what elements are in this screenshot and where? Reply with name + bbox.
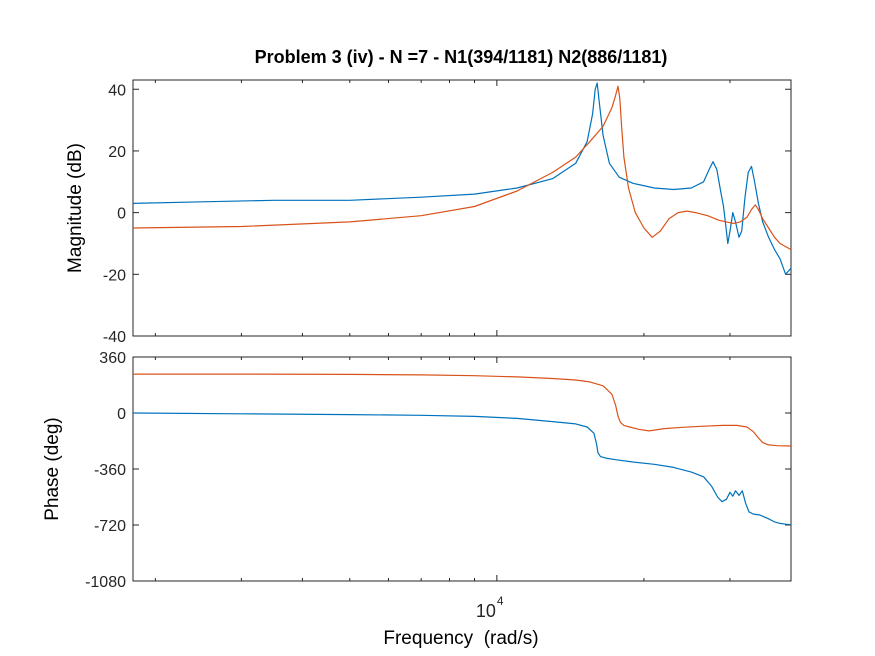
magnitude-panel: 40 20 0 -20 -40 Magnitude (dB) [65,79,792,346]
phase-x-ticks [154,357,792,581]
y-tick-label: 360 [99,350,126,367]
phase-series [132,373,792,526]
x-axis-label: Frequency (rad/s) [383,628,538,649]
phase-axes-box [132,356,792,582]
y-tick-label: -360 [94,462,126,479]
y-tick-label: 0 [117,206,126,223]
magnitude-y-ticks: 40 20 0 -20 -40 [103,82,791,346]
y-tick-label: -1080 [85,574,126,591]
x-tick-base: 10 [476,601,496,621]
y-tick-label: -20 [103,267,126,284]
phase-y-axis-label: Phase (deg) [42,417,63,521]
magnitude-series-line-2 [132,85,792,251]
magnitude-series [132,82,792,275]
phase-series-line-2 [133,373,792,447]
x-tick-exponent: 4 [497,594,504,608]
magnitude-series-line-1 [132,82,792,275]
y-tick-label: 0 [117,406,126,423]
phase-panel: 360 0 -360 -720 -1080 Phase (deg) [42,350,792,591]
magnitude-x-ticks [154,80,792,336]
magnitude-y-axis-label: Magnitude (dB) [65,143,86,273]
magnitude-axes-box [132,79,792,337]
x-tick-label-10e4: 10 4 [476,594,504,621]
y-tick-label: -40 [103,329,126,346]
chart-title: Problem 3 (iv) - N =7 - N1(394/1181) N2(… [255,47,668,67]
phase-series-line-1 [132,412,792,526]
y-tick-label: 40 [108,82,126,99]
y-tick-label: 20 [108,144,126,161]
phase-y-ticks: 360 0 -360 -720 -1080 [85,350,791,591]
y-tick-label: -720 [94,518,126,535]
